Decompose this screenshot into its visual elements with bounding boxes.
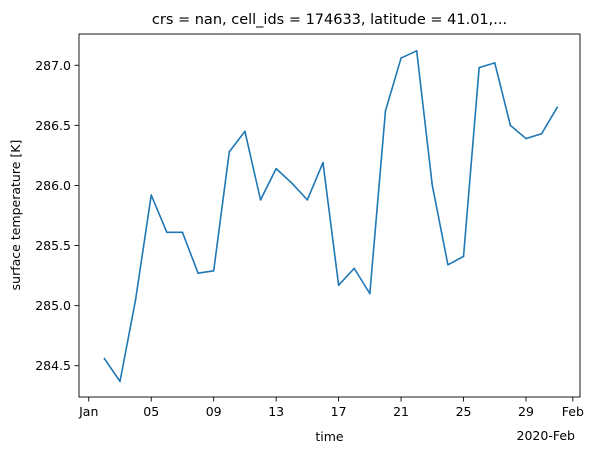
data-point xyxy=(103,357,106,360)
plot-frame xyxy=(78,33,581,398)
x-tick-label: 29 xyxy=(518,404,534,419)
y-tick-label: 285.5 xyxy=(35,238,71,253)
data-point xyxy=(369,292,371,295)
data-point xyxy=(212,269,215,272)
data-point xyxy=(290,182,293,184)
x-tick-label: Jan xyxy=(78,404,98,419)
series-line xyxy=(103,50,559,383)
y-tick-label: 285.0 xyxy=(35,298,71,313)
axis-ticks: 284.5 285.0 285.5 286.0 286.5 287.0 Jan 05 09 13 1… xyxy=(35,58,584,419)
data-point xyxy=(244,130,246,133)
y-tick-label: 286.5 xyxy=(35,118,71,133)
data-point xyxy=(322,161,324,164)
data-point xyxy=(134,298,137,301)
data-point xyxy=(275,167,277,170)
y-tick-label: 287.0 xyxy=(35,58,71,73)
data-point xyxy=(478,66,480,69)
data-point xyxy=(259,199,262,201)
x-offset-label: 2020-Feb xyxy=(517,428,576,443)
chart-title: crs = nan, cell_ids = 174633, latitude =… xyxy=(152,12,507,28)
x-tick-label: Feb xyxy=(562,404,584,419)
data-point xyxy=(540,132,543,135)
data-point xyxy=(119,380,121,383)
data-point xyxy=(166,231,168,234)
data-point xyxy=(337,284,340,287)
x-tick-label: 05 xyxy=(143,404,159,419)
data-point xyxy=(197,272,199,274)
data-point xyxy=(228,150,231,153)
data-point xyxy=(400,57,402,59)
data-point xyxy=(556,106,559,109)
data-point xyxy=(384,110,387,112)
y-tick-label: 286.0 xyxy=(35,178,71,193)
x-tick-label: 21 xyxy=(393,404,409,419)
x-tick-label: 13 xyxy=(268,404,284,419)
data-point xyxy=(493,62,496,64)
data-point xyxy=(431,184,434,187)
y-axis-label: surface temperature [K] xyxy=(8,140,23,291)
x-axis-label: time xyxy=(315,429,344,444)
data-point xyxy=(447,263,449,266)
x-tick-label: 17 xyxy=(331,404,347,419)
data-point xyxy=(181,231,184,234)
x-tick-label: 25 xyxy=(456,404,472,419)
data-point xyxy=(150,194,153,196)
data-point xyxy=(525,137,527,140)
data-point xyxy=(353,267,356,270)
y-tick-label: 284.5 xyxy=(35,358,71,373)
data-point xyxy=(462,255,465,258)
data-point xyxy=(306,199,309,201)
data-point xyxy=(509,124,512,127)
data-point xyxy=(415,50,418,52)
data-points xyxy=(103,50,559,383)
x-tick-label: 09 xyxy=(206,404,222,419)
